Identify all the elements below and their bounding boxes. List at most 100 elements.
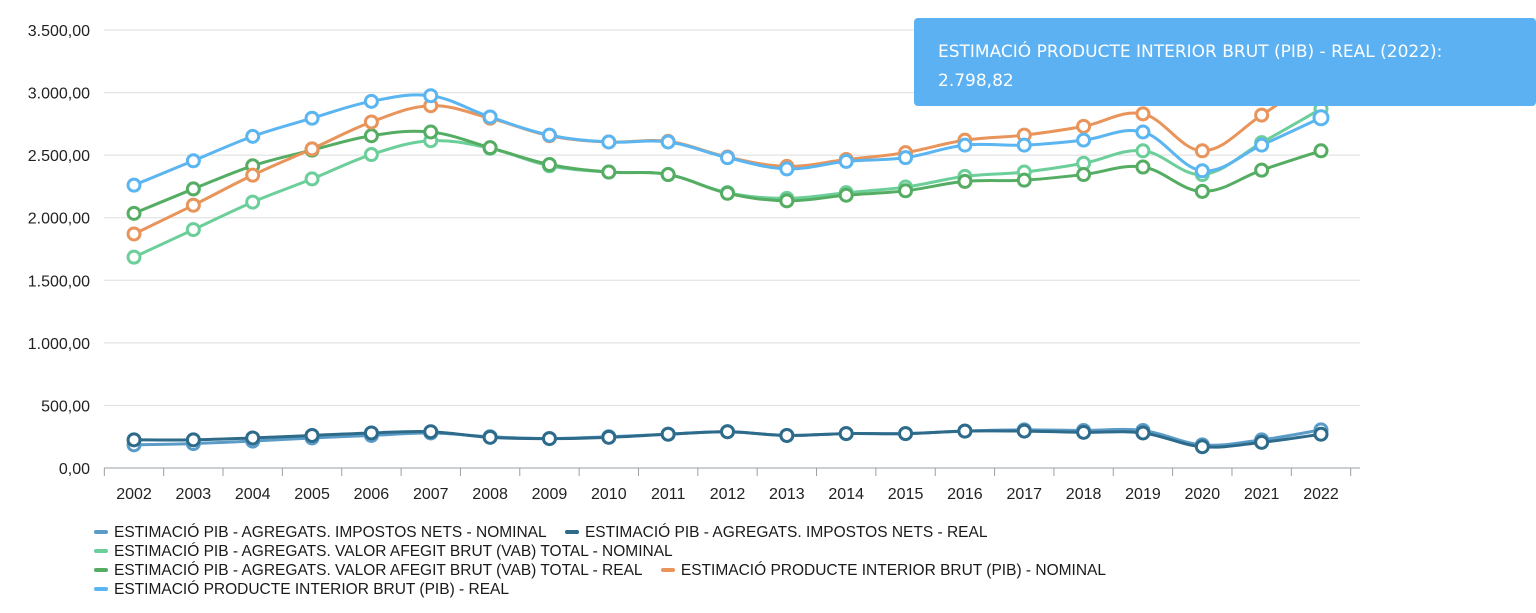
data-point[interactable] xyxy=(601,164,617,180)
legend-item-pib-real[interactable]: ESTIMACIÓ PRODUCTE INTERIOR BRUT (PIB) -… xyxy=(94,580,509,599)
data-point[interactable] xyxy=(1135,124,1151,140)
data-point[interactable] xyxy=(779,427,795,443)
legend-label: ESTIMACIÓ PIB - AGREGATS. VALOR AFEGIT B… xyxy=(114,561,643,579)
x-tick-label: 2014 xyxy=(828,486,864,503)
data-point[interactable] xyxy=(363,425,379,441)
data-point[interactable] xyxy=(185,181,201,197)
data-point[interactable] xyxy=(1194,439,1210,455)
data-point[interactable] xyxy=(660,134,676,150)
data-point[interactable] xyxy=(1016,423,1032,439)
data-point[interactable] xyxy=(245,167,261,183)
data-point[interactable] xyxy=(957,137,973,153)
data-point[interactable] xyxy=(304,141,320,157)
data-point[interactable] xyxy=(245,430,261,446)
legend-item-vab-nominal[interactable]: ESTIMACIÓ PIB - AGREGATS. VALOR AFEGIT B… xyxy=(94,542,673,561)
data-point[interactable] xyxy=(1135,425,1151,441)
data-point[interactable] xyxy=(1254,137,1270,153)
data-point[interactable] xyxy=(126,249,142,265)
data-point[interactable] xyxy=(838,153,854,169)
data-point[interactable] xyxy=(1076,132,1092,148)
data-point[interactable] xyxy=(482,109,498,125)
data-point[interactable] xyxy=(838,426,854,442)
data-point[interactable] xyxy=(423,124,439,140)
data-point[interactable] xyxy=(1313,426,1329,442)
data-point[interactable] xyxy=(126,177,142,193)
legend-label: ESTIMACIÓ PIB - AGREGATS. IMPOSTOS NETS … xyxy=(114,523,547,541)
data-point[interactable] xyxy=(957,423,973,439)
data-point[interactable] xyxy=(304,171,320,187)
data-point[interactable] xyxy=(1135,106,1151,122)
data-point[interactable] xyxy=(1194,183,1210,199)
data-point[interactable] xyxy=(1254,107,1270,123)
data-point[interactable] xyxy=(423,424,439,440)
legend-label: ESTIMACIÓ PIB - AGREGATS. VALOR AFEGIT B… xyxy=(114,542,673,560)
data-point[interactable] xyxy=(779,161,795,177)
axes: 0,00 500,00 1.000,00 1.500,00 2.000,00 2.500,… xyxy=(28,23,1360,503)
legend-item-pib-nominal[interactable]: ESTIMACIÓ PRODUCTE INTERIOR BRUT (PIB) -… xyxy=(660,561,1106,580)
data-point[interactable] xyxy=(363,114,379,130)
data-point[interactable] xyxy=(1076,424,1092,440)
chart-legend: ESTIMACIÓ PIB - AGREGATS. IMPOSTOS NETS … xyxy=(94,520,1394,599)
data-point[interactable] xyxy=(245,128,261,144)
x-tick-label: 2005 xyxy=(294,486,330,503)
data-point[interactable] xyxy=(660,426,676,442)
data-point[interactable] xyxy=(1135,159,1151,175)
x-tick-label: 2003 xyxy=(176,486,212,503)
data-point[interactable] xyxy=(304,427,320,443)
data-point[interactable] xyxy=(126,205,142,221)
data-point[interactable] xyxy=(898,150,914,166)
x-tick-label: 2011 xyxy=(651,486,686,503)
data-point[interactable] xyxy=(185,197,201,213)
legend-item-impostos-real[interactable]: ESTIMACIÓ PIB - AGREGATS. IMPOSTOS NETS … xyxy=(564,523,987,542)
data-point[interactable] xyxy=(1254,162,1270,178)
y-tick-label: 500,00 xyxy=(41,398,90,415)
data-point[interactable] xyxy=(1016,137,1032,153)
data-point[interactable] xyxy=(126,432,142,448)
data-point[interactable] xyxy=(126,226,142,242)
x-tick-label: 2015 xyxy=(888,486,924,503)
data-point[interactable] xyxy=(601,429,617,445)
data-point[interactable] xyxy=(541,431,557,447)
legend-item-impostos-nominal[interactable]: ESTIMACIÓ PIB - AGREGATS. IMPOSTOS NETS … xyxy=(94,523,547,542)
data-point[interactable] xyxy=(185,222,201,238)
y-tick-label: 3.000,00 xyxy=(28,86,90,103)
data-point[interactable] xyxy=(1194,143,1210,159)
data-point[interactable] xyxy=(660,167,676,183)
data-point[interactable] xyxy=(720,150,735,166)
data-point[interactable] xyxy=(363,147,379,163)
data-point[interactable] xyxy=(185,432,201,448)
data-point[interactable] xyxy=(245,194,261,210)
chart-tooltip: ESTIMACIÓ PRODUCTE INTERIOR BRUT (PIB) -… xyxy=(914,18,1536,106)
data-point[interactable] xyxy=(898,426,914,442)
data-point[interactable] xyxy=(1135,143,1151,159)
data-point[interactable] xyxy=(1194,163,1210,179)
data-point[interactable] xyxy=(720,424,735,440)
data-point[interactable] xyxy=(1016,172,1032,188)
data-point[interactable] xyxy=(482,140,498,156)
legend-item-vab-real[interactable]: ESTIMACIÓ PIB - AGREGATS. VALOR AFEGIT B… xyxy=(94,561,643,580)
data-point[interactable] xyxy=(541,127,557,143)
data-point[interactable] xyxy=(720,185,735,201)
data-point[interactable] xyxy=(423,88,439,104)
data-point[interactable] xyxy=(838,187,854,203)
data-point[interactable] xyxy=(185,153,201,169)
data-point[interactable] xyxy=(898,183,914,199)
data-point[interactable] xyxy=(1076,118,1092,134)
y-tick-label: 2.500,00 xyxy=(28,148,90,165)
x-tick-label: 2018 xyxy=(1066,486,1102,503)
data-point[interactable] xyxy=(482,429,498,445)
y-tick-label: 2.000,00 xyxy=(28,211,90,228)
data-point[interactable] xyxy=(957,173,973,189)
data-point[interactable] xyxy=(541,157,557,173)
data-point[interactable] xyxy=(601,134,617,150)
data-point[interactable] xyxy=(363,128,379,144)
data-point[interactable] xyxy=(1254,434,1270,450)
data-point[interactable] xyxy=(304,110,320,126)
data-point[interactable] xyxy=(779,193,795,209)
data-point[interactable] xyxy=(1076,167,1092,183)
x-tick-label: 2002 xyxy=(116,486,152,503)
data-point[interactable] xyxy=(1313,143,1329,159)
data-point[interactable] xyxy=(363,93,379,109)
data-points xyxy=(126,88,1330,455)
data-point-active[interactable] xyxy=(1312,109,1330,127)
